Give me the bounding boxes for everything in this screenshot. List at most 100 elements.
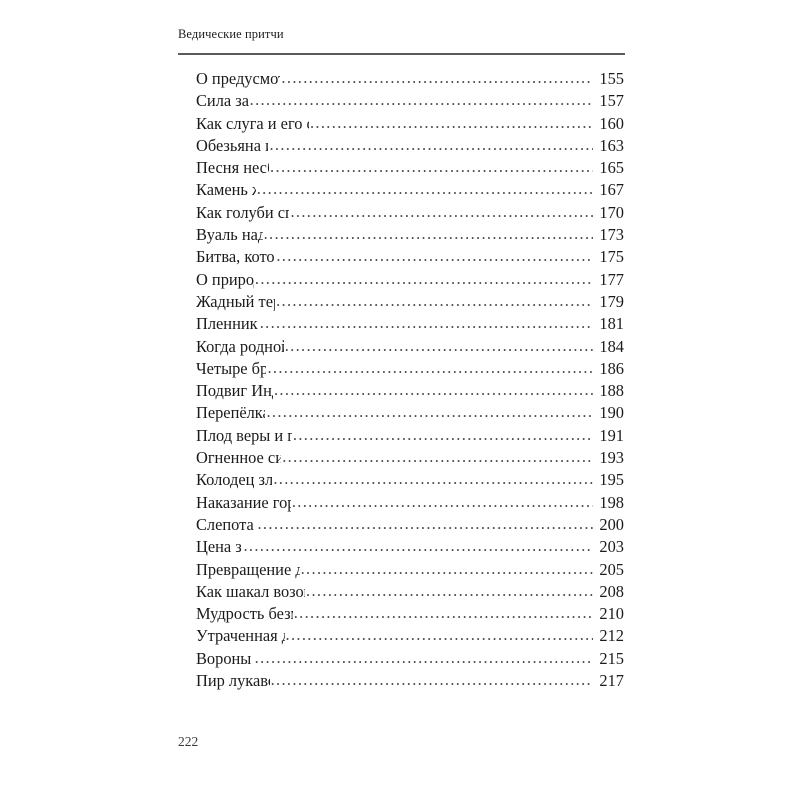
- toc-entry-page-number: 175: [599, 247, 624, 267]
- toc-entry-title: Песня несбывшегося: [196, 158, 269, 178]
- toc-entry-title: Как голуби спаслись от беды: [196, 202, 290, 222]
- toc-entry[interactable]: Утраченная драгоценность 212: [196, 625, 624, 647]
- running-head: Ведические притчи: [178, 27, 284, 41]
- toc-entry[interactable]: Наказание гордого неведения 198: [196, 492, 624, 514]
- toc-entry-page-number: 190: [599, 403, 624, 423]
- toc-entry-page-number: 177: [599, 269, 624, 289]
- toc-entry-page-number: 173: [599, 225, 624, 245]
- header-divider: [178, 53, 625, 55]
- toc-entry[interactable]: Подвиг Индрадьюмны 188: [196, 380, 624, 402]
- toc-entry-page-number: 186: [599, 358, 624, 378]
- toc-entry-page-number: 195: [599, 470, 624, 490]
- table-of-contents: О предусмотрительности 155 Сила заклятия 15…: [196, 68, 624, 692]
- toc-entry[interactable]: Когда родной хуже чужого 184: [196, 336, 624, 358]
- toc-entry[interactable]: Камень желаний 167: [196, 179, 624, 201]
- toc-entry[interactable]: Песня несбывшегося 165: [196, 157, 624, 179]
- toc-dot-leader: [255, 647, 593, 669]
- toc-entry-page-number: 179: [599, 291, 624, 311]
- toc-entry-page-number: 155: [599, 69, 624, 88]
- toc-entry[interactable]: Плод веры и плоды помыслов 191: [196, 425, 624, 447]
- toc-entry-page-number: 191: [599, 425, 624, 445]
- toc-entry[interactable]: Жадный теряет больше 179: [196, 291, 624, 313]
- toc-entry[interactable]: Вуаль над истиной 173: [196, 224, 624, 246]
- toc-dot-leader: [273, 468, 593, 490]
- toc-entry-title: Огненное сияние Истины: [196, 448, 282, 468]
- toc-entry-title: Пленник пустоты: [196, 314, 259, 334]
- toc-entry[interactable]: Слепота доверия 200: [196, 514, 624, 536]
- toc-entry-page-number: 203: [599, 537, 624, 557]
- toc-dot-leader: [276, 245, 593, 267]
- toc-entry-page-number: 212: [599, 626, 624, 646]
- toc-entry-title: О предусмотрительности: [196, 69, 280, 88]
- toc-entry-title: Как слуга и его семья спасли царство: [196, 113, 309, 133]
- toc-entry-page-number: 200: [599, 514, 624, 534]
- toc-dot-leader: [276, 290, 593, 312]
- toc-entry-page-number: 193: [599, 448, 624, 468]
- toc-entry-page-number: 157: [599, 91, 624, 111]
- toc-dot-leader: [286, 624, 593, 646]
- toc-entry-title: Цена знания: [196, 537, 242, 557]
- toc-entry[interactable]: Сила заклятия 157: [196, 90, 624, 112]
- toc-entry-page-number: 205: [599, 559, 624, 579]
- toc-dot-leader: [269, 134, 593, 156]
- toc-entry-page-number: 184: [599, 336, 624, 356]
- toc-entry[interactable]: Битва, которой не было 175: [196, 246, 624, 268]
- toc-dot-leader: [306, 580, 593, 602]
- toc-entry[interactable]: Пир лукавого шакала 217: [196, 670, 624, 692]
- toc-entry-title: Сила заклятия: [196, 91, 249, 111]
- toc-entry[interactable]: Мудрость безмолвного сердца 210: [196, 603, 624, 625]
- toc-entry[interactable]: О природе мира 177: [196, 269, 624, 291]
- toc-entry-title: Превращение демоницы Каркати: [196, 559, 300, 579]
- toc-entry-title: Битва, которой не было: [196, 247, 275, 267]
- toc-entry-page-number: 170: [599, 202, 624, 222]
- toc-dot-leader: [243, 535, 593, 557]
- toc-entry[interactable]: Вороны и кобра 215: [196, 648, 624, 670]
- toc-entry[interactable]: Обезьяна и крокодил 163: [196, 135, 624, 157]
- toc-entry[interactable]: Как шакал возомнил себя владыкой 208: [196, 581, 624, 603]
- toc-dot-leader: [271, 669, 593, 691]
- toc-entry[interactable]: Четыре брата и тигр 186: [196, 358, 624, 380]
- toc-dot-leader: [274, 379, 593, 401]
- toc-entry-page-number: 198: [599, 492, 624, 512]
- toc-dot-leader: [301, 558, 593, 580]
- toc-entry-title: Обезьяна и крокодил: [196, 135, 268, 155]
- toc-entry-title: Камень желаний: [196, 180, 256, 200]
- toc-entry-page-number: 188: [599, 381, 624, 401]
- toc-dot-leader: [260, 312, 593, 334]
- toc-entry-title: Слепота доверия: [196, 514, 256, 534]
- toc-entry[interactable]: Превращение демоницы Каркати 205: [196, 559, 624, 581]
- toc-dot-leader: [255, 268, 593, 290]
- toc-dot-leader: [266, 401, 593, 423]
- toc-entry-title: Вороны и кобра: [196, 648, 254, 668]
- toc-dot-leader: [264, 223, 593, 245]
- toc-entry[interactable]: Как голуби спаслись от беды 170: [196, 202, 624, 224]
- toc-dot-leader: [250, 89, 593, 111]
- toc-entry[interactable]: Пленник пустоты 181: [196, 313, 624, 335]
- toc-entry[interactable]: О предусмотрительности 155: [196, 68, 624, 90]
- toc-dot-leader: [290, 201, 593, 223]
- toc-entry[interactable]: Колодец злого умысла 195: [196, 469, 624, 491]
- toc-entry-title: Колодец злого умысла: [196, 470, 273, 490]
- toc-entry-page-number: 208: [599, 581, 624, 601]
- toc-dot-leader: [267, 357, 593, 379]
- toc-entry[interactable]: Огненное сияние Истины 193: [196, 447, 624, 469]
- toc-dot-leader: [294, 602, 593, 624]
- toc-entry[interactable]: Цена знания 203: [196, 536, 624, 558]
- toc-dot-leader: [293, 424, 593, 446]
- toc-entry-page-number: 215: [599, 648, 624, 668]
- toc-entry[interactable]: Перепёлка и ворона 190: [196, 402, 624, 424]
- toc-entry-title: Пир лукавого шакала: [196, 671, 270, 691]
- toc-entry-title: Четыре брата и тигр: [196, 358, 267, 378]
- toc-entry-page-number: 163: [599, 135, 624, 155]
- toc-dot-leader: [292, 491, 593, 513]
- toc-entry-title: О природе мира: [196, 269, 254, 289]
- toc-entry[interactable]: Как слуга и его семья спасли царство 160: [196, 113, 624, 135]
- toc-entry-title: Как шакал возомнил себя владыкой: [196, 581, 305, 601]
- toc-entry-title: Утраченная драгоценность: [196, 626, 285, 646]
- toc-entry-title: Вуаль над истиной: [196, 225, 263, 245]
- toc-entry-title: Подвиг Индрадьюмны: [196, 381, 273, 401]
- toc-dot-leader: [257, 513, 593, 535]
- toc-entry-page-number: 181: [599, 314, 624, 334]
- toc-dot-leader: [310, 112, 593, 134]
